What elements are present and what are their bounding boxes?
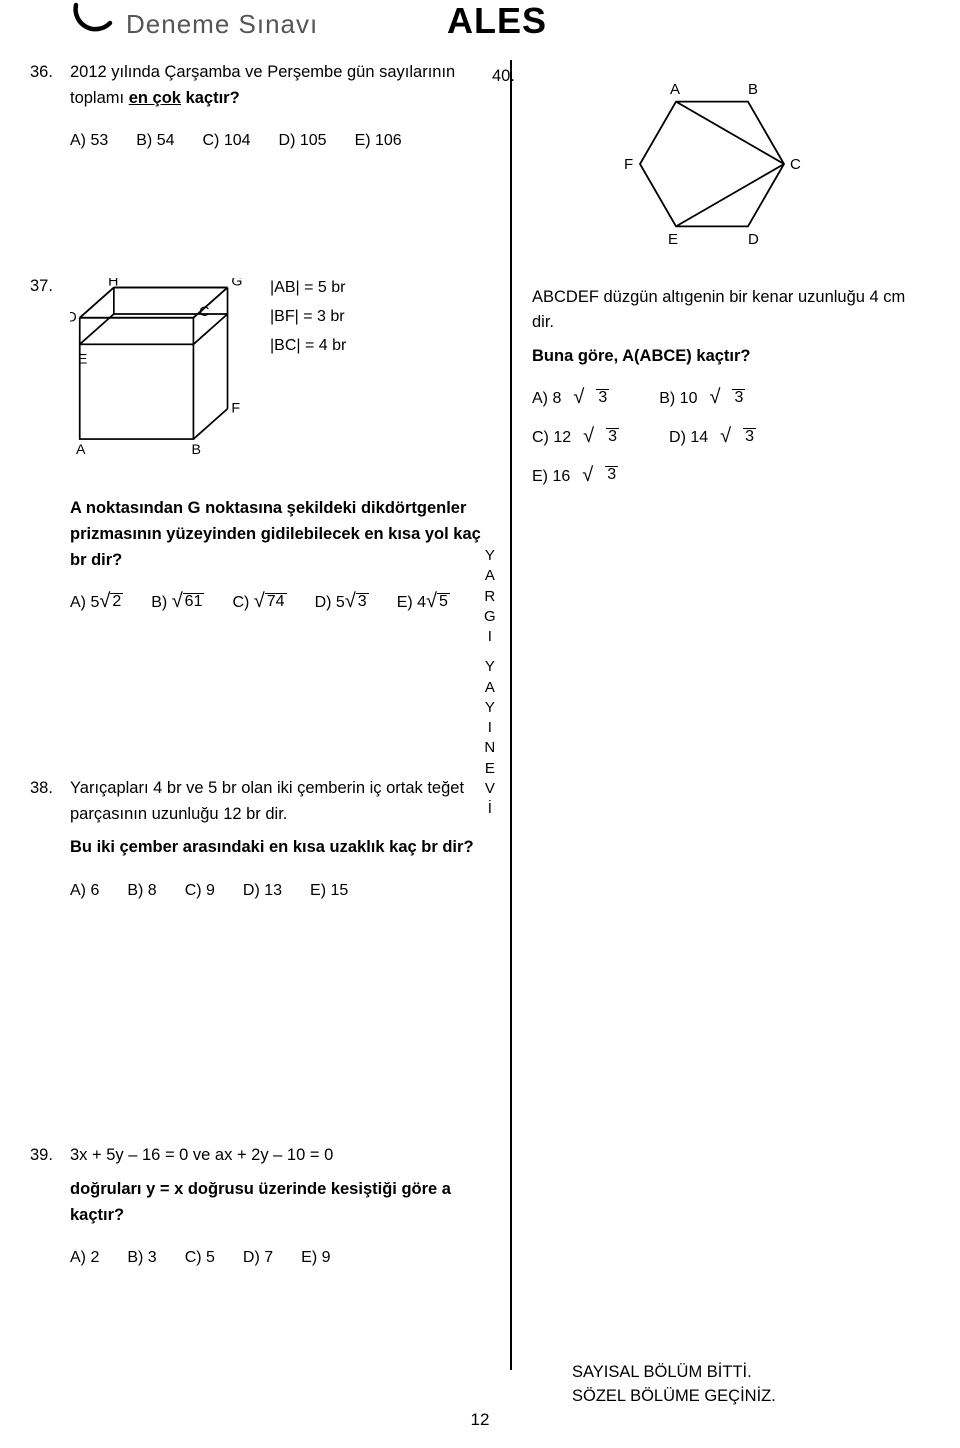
q40-figure: A B C D E F xyxy=(602,64,912,273)
hex-A: A xyxy=(670,81,680,98)
question-38: 38. Yarıçapları 4 br ve 5 br olan iki çe… xyxy=(70,776,498,903)
q37-given-2: |BF| = 3 br xyxy=(270,303,346,332)
left-column: 36. 2012 yılında Çarşamba ve Perşembe gü… xyxy=(70,60,510,1370)
q38-choice-d[interactable]: D) 13 xyxy=(243,879,282,904)
q39-line1: 3x + 5y – 16 = 0 ve ax + 2y – 10 = 0 xyxy=(70,1143,498,1169)
q36-number: 36. xyxy=(30,60,53,86)
q37-number: 37. xyxy=(30,274,53,300)
q36-choice-a[interactable]: A) 53 xyxy=(70,129,108,154)
end-line-1: SAYISAL BÖLÜM BİTTİ. xyxy=(572,1360,912,1385)
label-F: F xyxy=(231,400,240,416)
q37-choice-c[interactable]: C) √74 xyxy=(232,591,286,616)
q38-choice-e[interactable]: E) 15 xyxy=(310,879,348,904)
q40-choice-c[interactable]: C) 12√3 xyxy=(532,426,643,451)
q37-choice-a[interactable]: A) 5√2 xyxy=(70,591,123,616)
q38-choice-b[interactable]: B) 8 xyxy=(127,879,156,904)
q40-line1: ABCDEF düzgün altıgenin bir kenar uzunlu… xyxy=(532,285,912,336)
page-header: Deneme Sınavı ALES xyxy=(70,0,924,48)
hex-F: F xyxy=(624,156,633,173)
hex-D: D xyxy=(748,231,759,248)
right-column: 40. A B C xyxy=(512,60,912,1370)
q37-choice-e[interactable]: E) 4√5 xyxy=(397,591,450,616)
q36-choice-e[interactable]: E) 106 xyxy=(355,129,402,154)
q38-choices: A) 6 B) 8 C) 9 D) 13 E) 15 xyxy=(70,879,498,904)
content-columns: 36. 2012 yılında Çarşamba ve Perşembe gü… xyxy=(70,60,924,1370)
q37-given: |AB| = 5 br |BF| = 3 br |BC| = 4 br xyxy=(270,274,346,360)
q38-choice-a[interactable]: A) 6 xyxy=(70,879,99,904)
label-A: A xyxy=(76,442,86,458)
q38-line1: Yarıçapları 4 br ve 5 br olan iki çember… xyxy=(70,776,498,827)
q40-choice-a[interactable]: A) 8√3 xyxy=(532,387,633,412)
q38-number: 38. xyxy=(30,776,53,802)
q36-emph: en çok xyxy=(129,89,181,107)
q38-choice-c[interactable]: C) 9 xyxy=(185,879,215,904)
q39-number: 39. xyxy=(30,1143,53,1169)
label-D: D xyxy=(70,310,77,326)
hex-E: E xyxy=(668,231,678,248)
question-37: 37. xyxy=(70,274,498,616)
q36-choice-c[interactable]: C) 104 xyxy=(203,129,251,154)
label-H: H xyxy=(108,278,118,290)
q36-text-c: kaçtır? xyxy=(181,89,240,107)
logo-icon xyxy=(70,1,116,47)
q39-stem: doğruları y = x doğrusu üzerinde kesişti… xyxy=(70,1177,498,1228)
hex-C: C xyxy=(790,156,801,173)
publisher-vertical: Y A R G I Y A Y I N E V İ xyxy=(484,546,496,819)
q39-choice-a[interactable]: A) 2 xyxy=(70,1246,99,1271)
hex-B: B xyxy=(748,81,758,98)
label-G: G xyxy=(231,278,242,290)
q40-choice-b[interactable]: B) 10√3 xyxy=(659,387,769,412)
q37-figure: H G D C E F A B xyxy=(70,278,260,467)
section-end-note: SAYISAL BÖLÜM BİTTİ. SÖZEL BÖLÜME GEÇİNİ… xyxy=(572,1360,912,1410)
question-36: 36. 2012 yılında Çarşamba ve Perşembe gü… xyxy=(70,60,498,154)
brand-ales: ALES xyxy=(447,0,547,42)
label-C: C xyxy=(199,304,209,320)
q39-choice-c[interactable]: C) 5 xyxy=(185,1246,215,1271)
q39-choice-d[interactable]: D) 7 xyxy=(243,1246,273,1271)
q39-choice-e[interactable]: E) 9 xyxy=(301,1246,330,1271)
exam-title: Deneme Sınavı xyxy=(126,9,318,40)
question-40: 40. A B C xyxy=(532,64,912,490)
q40-choices: A) 8√3 B) 10√3 C) 12√3 D) 14√3 E) 16√3 xyxy=(532,387,912,489)
q37-given-1: |AB| = 5 br xyxy=(270,274,346,303)
q37-choice-b[interactable]: B) √61 xyxy=(151,591,204,616)
page-number: 12 xyxy=(0,1410,960,1430)
q37-choices: A) 5√2 B) √61 C) √74 D) 5√3 E) 4√5 xyxy=(70,591,498,616)
q36-choices: A) 53 B) 54 C) 104 D) 105 E) 106 xyxy=(70,129,498,154)
q38-stem: Bu iki çember arasındaki en kısa uzaklık… xyxy=(70,835,498,861)
label-B: B xyxy=(192,442,201,458)
question-39: 39. 3x + 5y – 16 = 0 ve ax + 2y – 10 = 0… xyxy=(70,1143,498,1270)
label-E: E xyxy=(78,351,87,367)
q36-choice-d[interactable]: D) 105 xyxy=(279,129,327,154)
q39-choice-b[interactable]: B) 3 xyxy=(127,1246,156,1271)
q37-choice-d[interactable]: D) 5√3 xyxy=(315,591,369,616)
q37-stem: A noktasından G noktasına şekildeki dikd… xyxy=(70,496,498,573)
q36-stem: 2012 yılında Çarşamba ve Perşembe gün sa… xyxy=(70,60,498,111)
q40-choice-d[interactable]: D) 14√3 xyxy=(669,426,780,451)
end-line-2: SÖZEL BÖLÜME GEÇİNİZ. xyxy=(572,1384,912,1409)
q40-number: 40. xyxy=(492,64,515,90)
exam-page: Deneme Sınavı ALES 36. 2012 yılında Çarş… xyxy=(0,0,960,1448)
q37-given-3: |BC| = 4 br xyxy=(270,332,346,361)
q36-choice-b[interactable]: B) 54 xyxy=(136,129,174,154)
q40-choice-e[interactable]: E) 16√3 xyxy=(532,465,642,490)
q39-choices: A) 2 B) 3 C) 5 D) 7 E) 9 xyxy=(70,1246,498,1271)
q40-stem: Buna göre, A(ABCE) kaçtır? xyxy=(532,344,912,370)
